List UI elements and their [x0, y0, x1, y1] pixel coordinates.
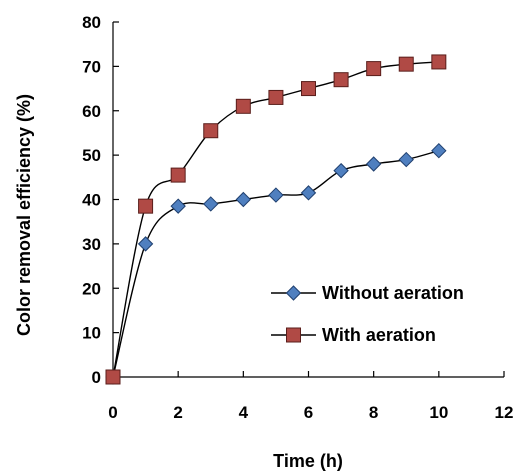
series-2 — [105, 54, 447, 385]
y-tick-label: 20 — [82, 279, 101, 298]
series-1 — [105, 142, 447, 385]
data-point — [268, 89, 284, 105]
legend-label: Without aeration — [322, 283, 464, 303]
legend-marker — [285, 285, 302, 301]
data-point — [431, 142, 447, 159]
y-tick-label: 80 — [82, 13, 101, 32]
data-point — [235, 98, 251, 114]
data-point — [203, 123, 219, 139]
data-point — [268, 187, 284, 203]
data-point — [170, 198, 186, 214]
y-tick-label: 40 — [82, 191, 101, 210]
data-point — [138, 198, 154, 214]
y-tick-label: 10 — [82, 324, 101, 343]
x-tick-label: 10 — [429, 403, 448, 422]
data-point — [301, 81, 316, 97]
data-point — [105, 369, 121, 385]
data-point — [431, 54, 447, 70]
data-point — [333, 162, 349, 179]
x-ticks: 0 2 4 6 8 10 12 — [108, 371, 513, 422]
data-point — [203, 196, 219, 212]
x-tick-label: 12 — [495, 403, 514, 422]
data-point — [398, 151, 414, 168]
legend-label: With aeration — [322, 325, 436, 345]
x-tick-label: 6 — [304, 403, 313, 422]
y-tick-label: 70 — [82, 57, 101, 76]
data-point — [137, 236, 154, 252]
y-tick-label: 0 — [92, 368, 101, 387]
x-axis-title: Time (h) — [273, 451, 343, 471]
legend: Without aeration With aeration — [271, 283, 464, 345]
data-point — [300, 185, 317, 201]
series-group — [105, 54, 447, 385]
data-point — [333, 72, 349, 88]
y-tick-label: 30 — [82, 235, 101, 254]
data-point — [365, 156, 382, 172]
y-ticks: 0 10 20 30 40 50 60 70 80 — [82, 13, 119, 387]
legend-entry: Without aeration — [271, 283, 464, 303]
y-tick-label: 60 — [82, 102, 101, 121]
data-point — [235, 191, 252, 208]
data-point — [398, 56, 414, 72]
data-point — [170, 167, 186, 183]
data-point — [366, 61, 382, 77]
y-tick-label: 50 — [82, 146, 101, 165]
legend-marker — [286, 327, 301, 343]
legend-entry: With aeration — [271, 325, 436, 345]
x-tick-label: 2 — [173, 403, 182, 422]
x-tick-label: 0 — [108, 403, 117, 422]
x-tick-label: 8 — [369, 403, 378, 422]
x-tick-label: 4 — [239, 403, 249, 422]
y-axis-title: Color removal efficiency (%) — [14, 94, 34, 336]
